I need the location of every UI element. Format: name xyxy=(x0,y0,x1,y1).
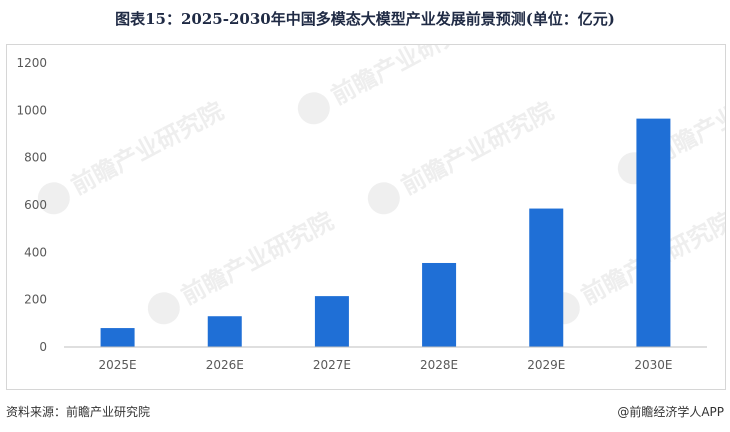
watermark-logo-icon xyxy=(297,92,330,125)
y-tick-label: 600 xyxy=(24,198,47,212)
watermark-text: 前瞻产业研究院 xyxy=(397,97,558,201)
watermark: 前瞻产业研究院 xyxy=(147,207,338,325)
bar xyxy=(100,328,135,347)
x-tick-label: 2029E xyxy=(527,358,565,372)
x-tick-label: 2025E xyxy=(99,358,137,372)
x-axis-ticks: 2025E 2026E 2027E 2028E 2029E 2030E xyxy=(99,358,673,372)
watermark-text: 前瞻产业研究院 xyxy=(177,207,338,311)
watermark: 前瞻产业研究院 xyxy=(367,97,558,215)
bar xyxy=(422,262,457,347)
y-tick-label: 1200 xyxy=(16,56,47,70)
x-tick-label: 2030E xyxy=(634,358,672,372)
bar xyxy=(314,296,349,347)
brand-note: @前瞻经济学人APP xyxy=(617,403,724,420)
y-tick-label: 400 xyxy=(24,245,47,259)
y-tick-label: 200 xyxy=(24,293,47,307)
bar xyxy=(636,118,671,347)
bars xyxy=(100,118,671,347)
bar xyxy=(207,316,242,347)
watermark-text: 前瞻产业研究院 xyxy=(67,97,228,201)
brand-label: @前瞻经济学人APP xyxy=(617,405,724,419)
x-tick-label: 2028E xyxy=(420,358,458,372)
watermark-logo-icon xyxy=(37,182,70,215)
bar-chart: 前瞻产业研究院前瞻产业研究院前瞻产业研究院前瞻产业研究院前瞻产业研究院前瞻产业研… xyxy=(16,45,725,372)
x-tick-label: 2027E xyxy=(313,358,351,372)
watermark: 前瞻产业研究院 xyxy=(297,45,488,125)
watermark-logo-icon xyxy=(147,292,180,325)
watermark-layer: 前瞻产业研究院前瞻产业研究院前瞻产业研究院前瞻产业研究院前瞻产业研究院前瞻产业研… xyxy=(37,45,725,325)
watermark: 前瞻产业研究院 xyxy=(547,207,725,325)
y-tick-label: 800 xyxy=(24,151,47,165)
watermark-logo-icon xyxy=(367,182,400,215)
chart-frame: 前瞻产业研究院前瞻产业研究院前瞻产业研究院前瞻产业研究院前瞻产业研究院前瞻产业研… xyxy=(6,44,726,390)
bar xyxy=(529,208,564,347)
watermark-text: 前瞻产业研究院 xyxy=(327,45,488,110)
y-axis-ticks: 0 200 400 600 800 1000 1200 xyxy=(16,56,47,354)
chart-title: 图表15：2025-2030年中国多模态大模型产业发展前景预测(单位：亿元) xyxy=(115,10,615,28)
source-note: 资料来源：前瞻产业研究院 xyxy=(6,405,151,419)
y-tick-label: 1000 xyxy=(16,103,47,117)
watermark: 前瞻产业研究院 xyxy=(37,97,228,215)
y-tick-label: 0 xyxy=(39,340,47,354)
x-tick-label: 2026E xyxy=(206,358,244,372)
